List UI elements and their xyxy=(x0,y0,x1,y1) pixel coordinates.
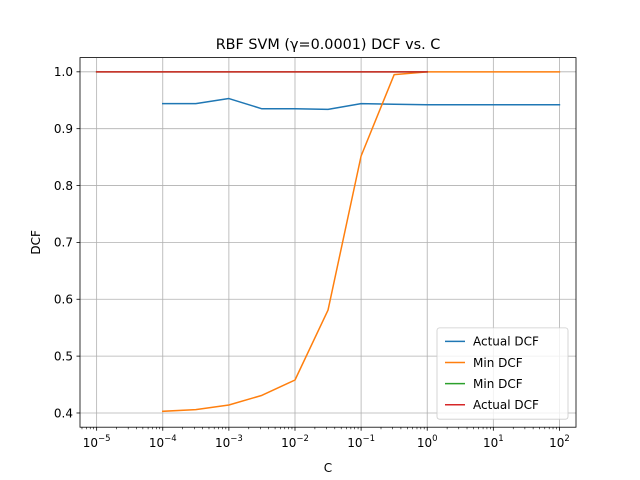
x-tick-base: 10 xyxy=(483,436,498,450)
x-tick-label: 100 xyxy=(417,434,438,450)
y-axis-title: DCF xyxy=(29,230,43,255)
x-tick-exponent: −3 xyxy=(230,434,243,444)
x-tick-base: 10 xyxy=(83,436,98,450)
x-tick-label: 10−3 xyxy=(215,434,243,450)
y-tick-label: 0.5 xyxy=(54,349,73,363)
x-tick-exponent: −5 xyxy=(98,434,111,444)
x-tick-exponent: 0 xyxy=(432,434,437,444)
legend-label-3: Min DCF xyxy=(473,377,523,391)
legend-box xyxy=(436,327,569,420)
x-tick-label: 10−2 xyxy=(281,434,309,450)
y-tick-label: 0.8 xyxy=(54,179,73,193)
y-tick-label: 0.6 xyxy=(54,293,73,307)
x-tick-label: 10−5 xyxy=(83,434,111,450)
series-line-2 xyxy=(161,71,561,413)
chart-title: RBF SVM (γ=0.0001) DCF vs. C xyxy=(216,37,441,53)
x-tick-base: 10 xyxy=(347,436,362,450)
x-tick-exponent: 2 xyxy=(564,434,569,444)
x-tick-base: 10 xyxy=(215,436,230,450)
x-tick-label: 102 xyxy=(549,434,570,450)
x-axis-title: C xyxy=(324,461,332,475)
y-tick-label: 1.0 xyxy=(54,65,73,79)
y-tick-label: 0.4 xyxy=(54,406,73,420)
x-tick-base: 10 xyxy=(149,436,164,450)
legend-label-2: Min DCF xyxy=(473,356,523,370)
x-tick-base: 10 xyxy=(417,436,432,450)
series-line-1 xyxy=(162,97,561,111)
y-tick-label: 0.7 xyxy=(54,236,73,250)
x-tick-label: 10−4 xyxy=(149,434,177,450)
y-tick-label: 0.9 xyxy=(54,122,73,136)
legend-label-4: Actual DCF xyxy=(473,398,539,412)
x-tick-exponent: 1 xyxy=(498,434,503,444)
x-tick-exponent: −4 xyxy=(164,434,177,444)
series-group xyxy=(95,71,561,413)
x-tick-exponent: −2 xyxy=(296,434,309,444)
x-tick-exponent: −1 xyxy=(362,434,375,444)
legend-label-1: Actual DCF xyxy=(473,335,539,349)
x-tick-label: 10−1 xyxy=(347,434,375,450)
x-tick-base: 10 xyxy=(549,436,564,450)
legend: Actual DCF Min DCF Min DCF Actual DCF xyxy=(436,327,569,420)
x-tick-base: 10 xyxy=(281,436,296,450)
axis-ticks: 10−5 10−4 10−3 10−2 10−1 100 101 1020.40.50.60.… xyxy=(54,65,570,450)
x-tick-label: 101 xyxy=(483,434,504,450)
